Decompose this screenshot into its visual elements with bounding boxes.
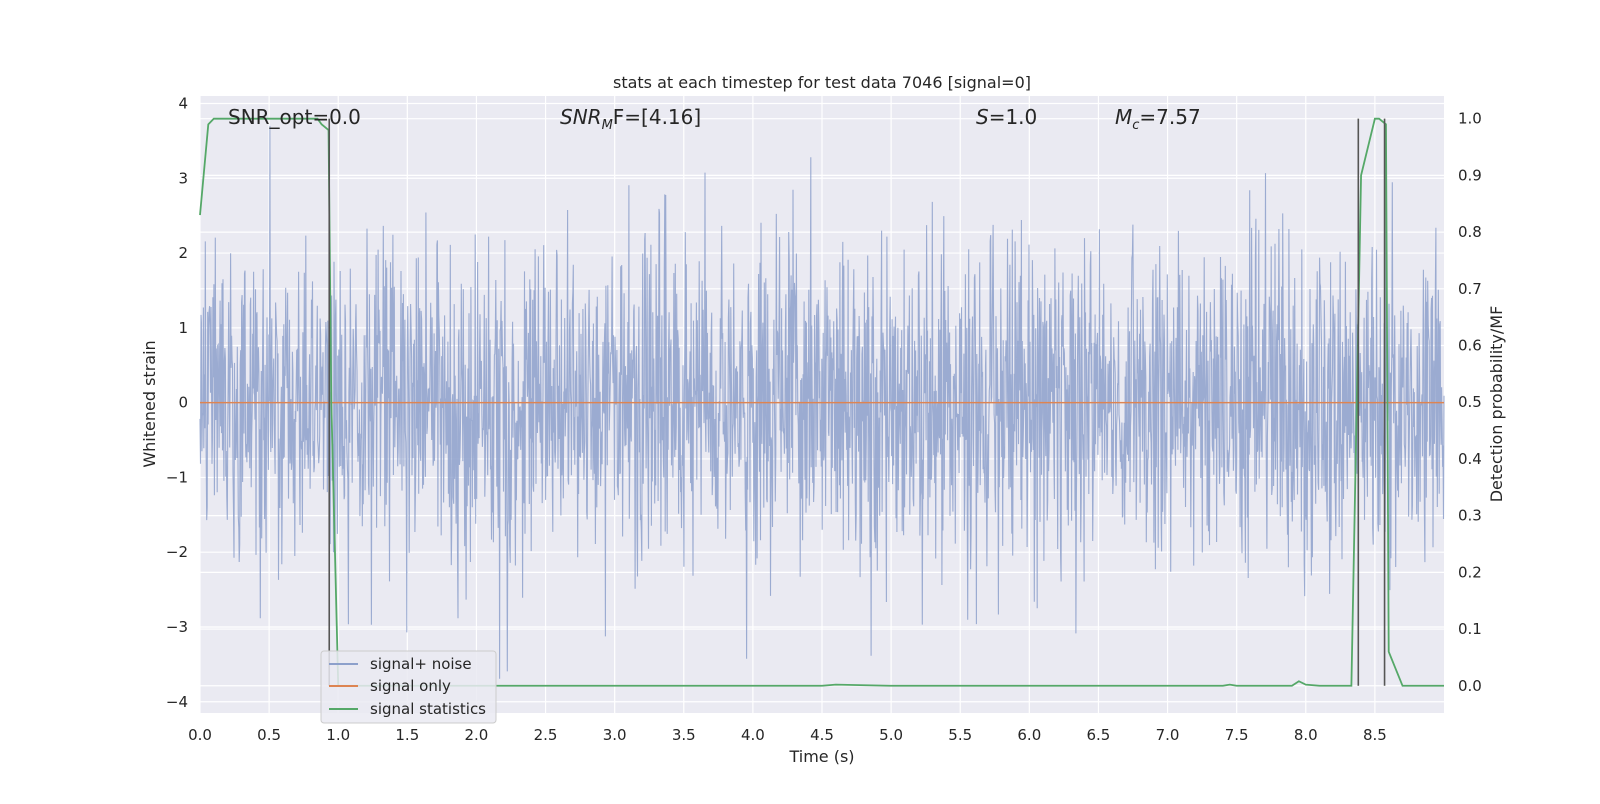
y-right-tick-label: 0.1 — [1458, 620, 1482, 638]
annotation-s-symbol: S — [976, 105, 989, 129]
legend-label-signal: signal only — [370, 677, 451, 695]
x-tick-label: 5.5 — [948, 726, 972, 744]
y-left-axis-label: Whitened strain — [140, 340, 159, 467]
legend-label-stats: signal statistics — [370, 700, 486, 718]
annotation-snr-mf-symbol: SNR — [560, 105, 602, 129]
annotation-mc-symbol: M — [1115, 105, 1132, 129]
x-tick-label: 1.5 — [395, 726, 419, 744]
x-tick-label: 2.5 — [534, 726, 558, 744]
y-left-tick-label: −4 — [166, 693, 188, 711]
annotation-snr-mf-subscript: M — [602, 118, 613, 133]
x-tick-label: 3.5 — [672, 726, 696, 744]
y-left-tick-label: −3 — [166, 618, 188, 636]
x-tick-label: 6.5 — [1087, 726, 1111, 744]
chart-title: stats at each timestep for test data 704… — [613, 73, 1031, 92]
vertical-markers — [328, 118, 1386, 686]
y-right-tick-label: 0.2 — [1458, 563, 1482, 581]
y-right-tick-label: 0.8 — [1458, 223, 1482, 241]
annotation-mc: Mc=7.57 — [1115, 105, 1201, 133]
x-axis-label: Time (s) — [788, 747, 854, 766]
x-tick-label: 4.5 — [810, 726, 834, 744]
x-tick-label: 0.5 — [257, 726, 281, 744]
legend-label-noise: signal+ noise — [370, 655, 472, 673]
x-tick-label: 2.0 — [465, 726, 489, 744]
y-left-tick-label: 1 — [178, 319, 188, 337]
y-left-tick-label: −1 — [166, 468, 188, 486]
y-left-tick-label: −2 — [166, 543, 188, 561]
x-tick-label: 3.0 — [603, 726, 627, 744]
signal-statistics-series — [199, 117, 1444, 687]
y-right-tick-label: 0.0 — [1458, 677, 1482, 695]
y-left-tick-labels: 4 3 2 1 0 −1 −2 −3 −4 — [166, 94, 188, 710]
x-tick-label: 0.0 — [188, 726, 212, 744]
x-tick-label: 8.0 — [1294, 726, 1318, 744]
y-right-axis-label: Detection probability/MF — [1487, 306, 1506, 503]
x-tick-labels: 0.0 0.5 1.0 1.5 2.0 2.5 3.0 3.5 4.0 4.5 5.0 5.5 6.0 6… — [188, 726, 1387, 744]
annotation-snr-mf: SNRMF=[4.16] — [560, 105, 701, 133]
signal-statistics-line — [199, 117, 1444, 687]
x-tick-label: 5.0 — [879, 726, 903, 744]
annotation-snr-opt: SNR_opt=0.0 — [228, 105, 361, 129]
x-tick-label: 6.0 — [1017, 726, 1041, 744]
annotation-s: S=1.0 — [976, 105, 1037, 129]
y-right-tick-label: 0.9 — [1458, 166, 1482, 184]
x-tick-label: 7.0 — [1156, 726, 1180, 744]
y-right-tick-label: 0.7 — [1458, 280, 1482, 298]
y-left-tick-label: 0 — [178, 394, 188, 412]
y-right-tick-label: 1.0 — [1458, 110, 1482, 128]
legend-box — [320, 650, 497, 724]
y-right-tick-label: 0.3 — [1458, 507, 1482, 525]
y-left-tick-label: 2 — [178, 244, 188, 262]
y-left-tick-label: 3 — [178, 169, 188, 187]
signal-noise-line — [199, 125, 1445, 679]
legend: signal+ noise signal only signal statist… — [320, 650, 497, 724]
y-right-tick-label: 0.6 — [1458, 337, 1482, 355]
annotation-mc-subscript: c — [1132, 118, 1139, 133]
x-tick-label: 8.5 — [1363, 726, 1387, 744]
signal-noise-series — [199, 125, 1445, 679]
annotation-s-value: =1.0 — [989, 105, 1038, 129]
y-right-tick-labels: 1.0 0.9 0.8 0.7 0.6 0.5 0.4 0.3 0.2 0.1 0.0 — [1458, 110, 1482, 695]
annotation-snr-mf-value: F=[4.16] — [613, 105, 701, 129]
annotation-mc-value: =7.57 — [1139, 105, 1200, 129]
y-right-tick-label: 0.4 — [1458, 450, 1482, 468]
x-tick-label: 7.5 — [1225, 726, 1249, 744]
x-tick-label: 1.0 — [326, 726, 350, 744]
y-left-tick-label: 4 — [178, 94, 188, 112]
x-tick-label: 4.0 — [741, 726, 765, 744]
y-right-tick-label: 0.5 — [1458, 393, 1482, 411]
